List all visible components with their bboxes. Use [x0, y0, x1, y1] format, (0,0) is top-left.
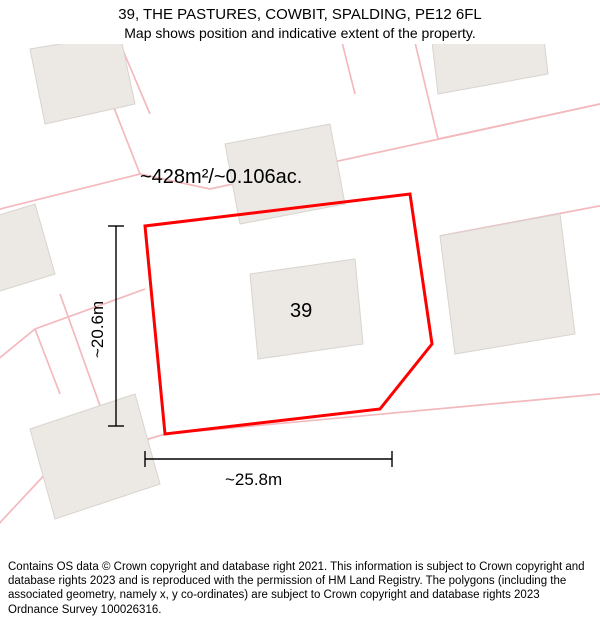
page-root: 39, THE PASTURES, COWBIT, SPALDING, PE12… — [0, 0, 600, 625]
height-dimension-label: ~20.6m — [88, 301, 108, 358]
house-number-label: 39 — [290, 300, 312, 323]
copyright-footer: Contains OS data © Crown copyright and d… — [8, 560, 588, 618]
header: 39, THE PASTURES, COWBIT, SPALDING, PE12… — [0, 6, 600, 41]
page-subtitle: Map shows position and indicative extent… — [0, 25, 600, 41]
area-label: ~428m²/~0.106ac. — [140, 166, 302, 189]
map-svg — [0, 44, 600, 544]
width-dimension-label: ~25.8m — [225, 470, 282, 490]
building-shape — [440, 214, 575, 354]
page-title: 39, THE PASTURES, COWBIT, SPALDING, PE12… — [0, 6, 600, 23]
map — [0, 44, 600, 544]
